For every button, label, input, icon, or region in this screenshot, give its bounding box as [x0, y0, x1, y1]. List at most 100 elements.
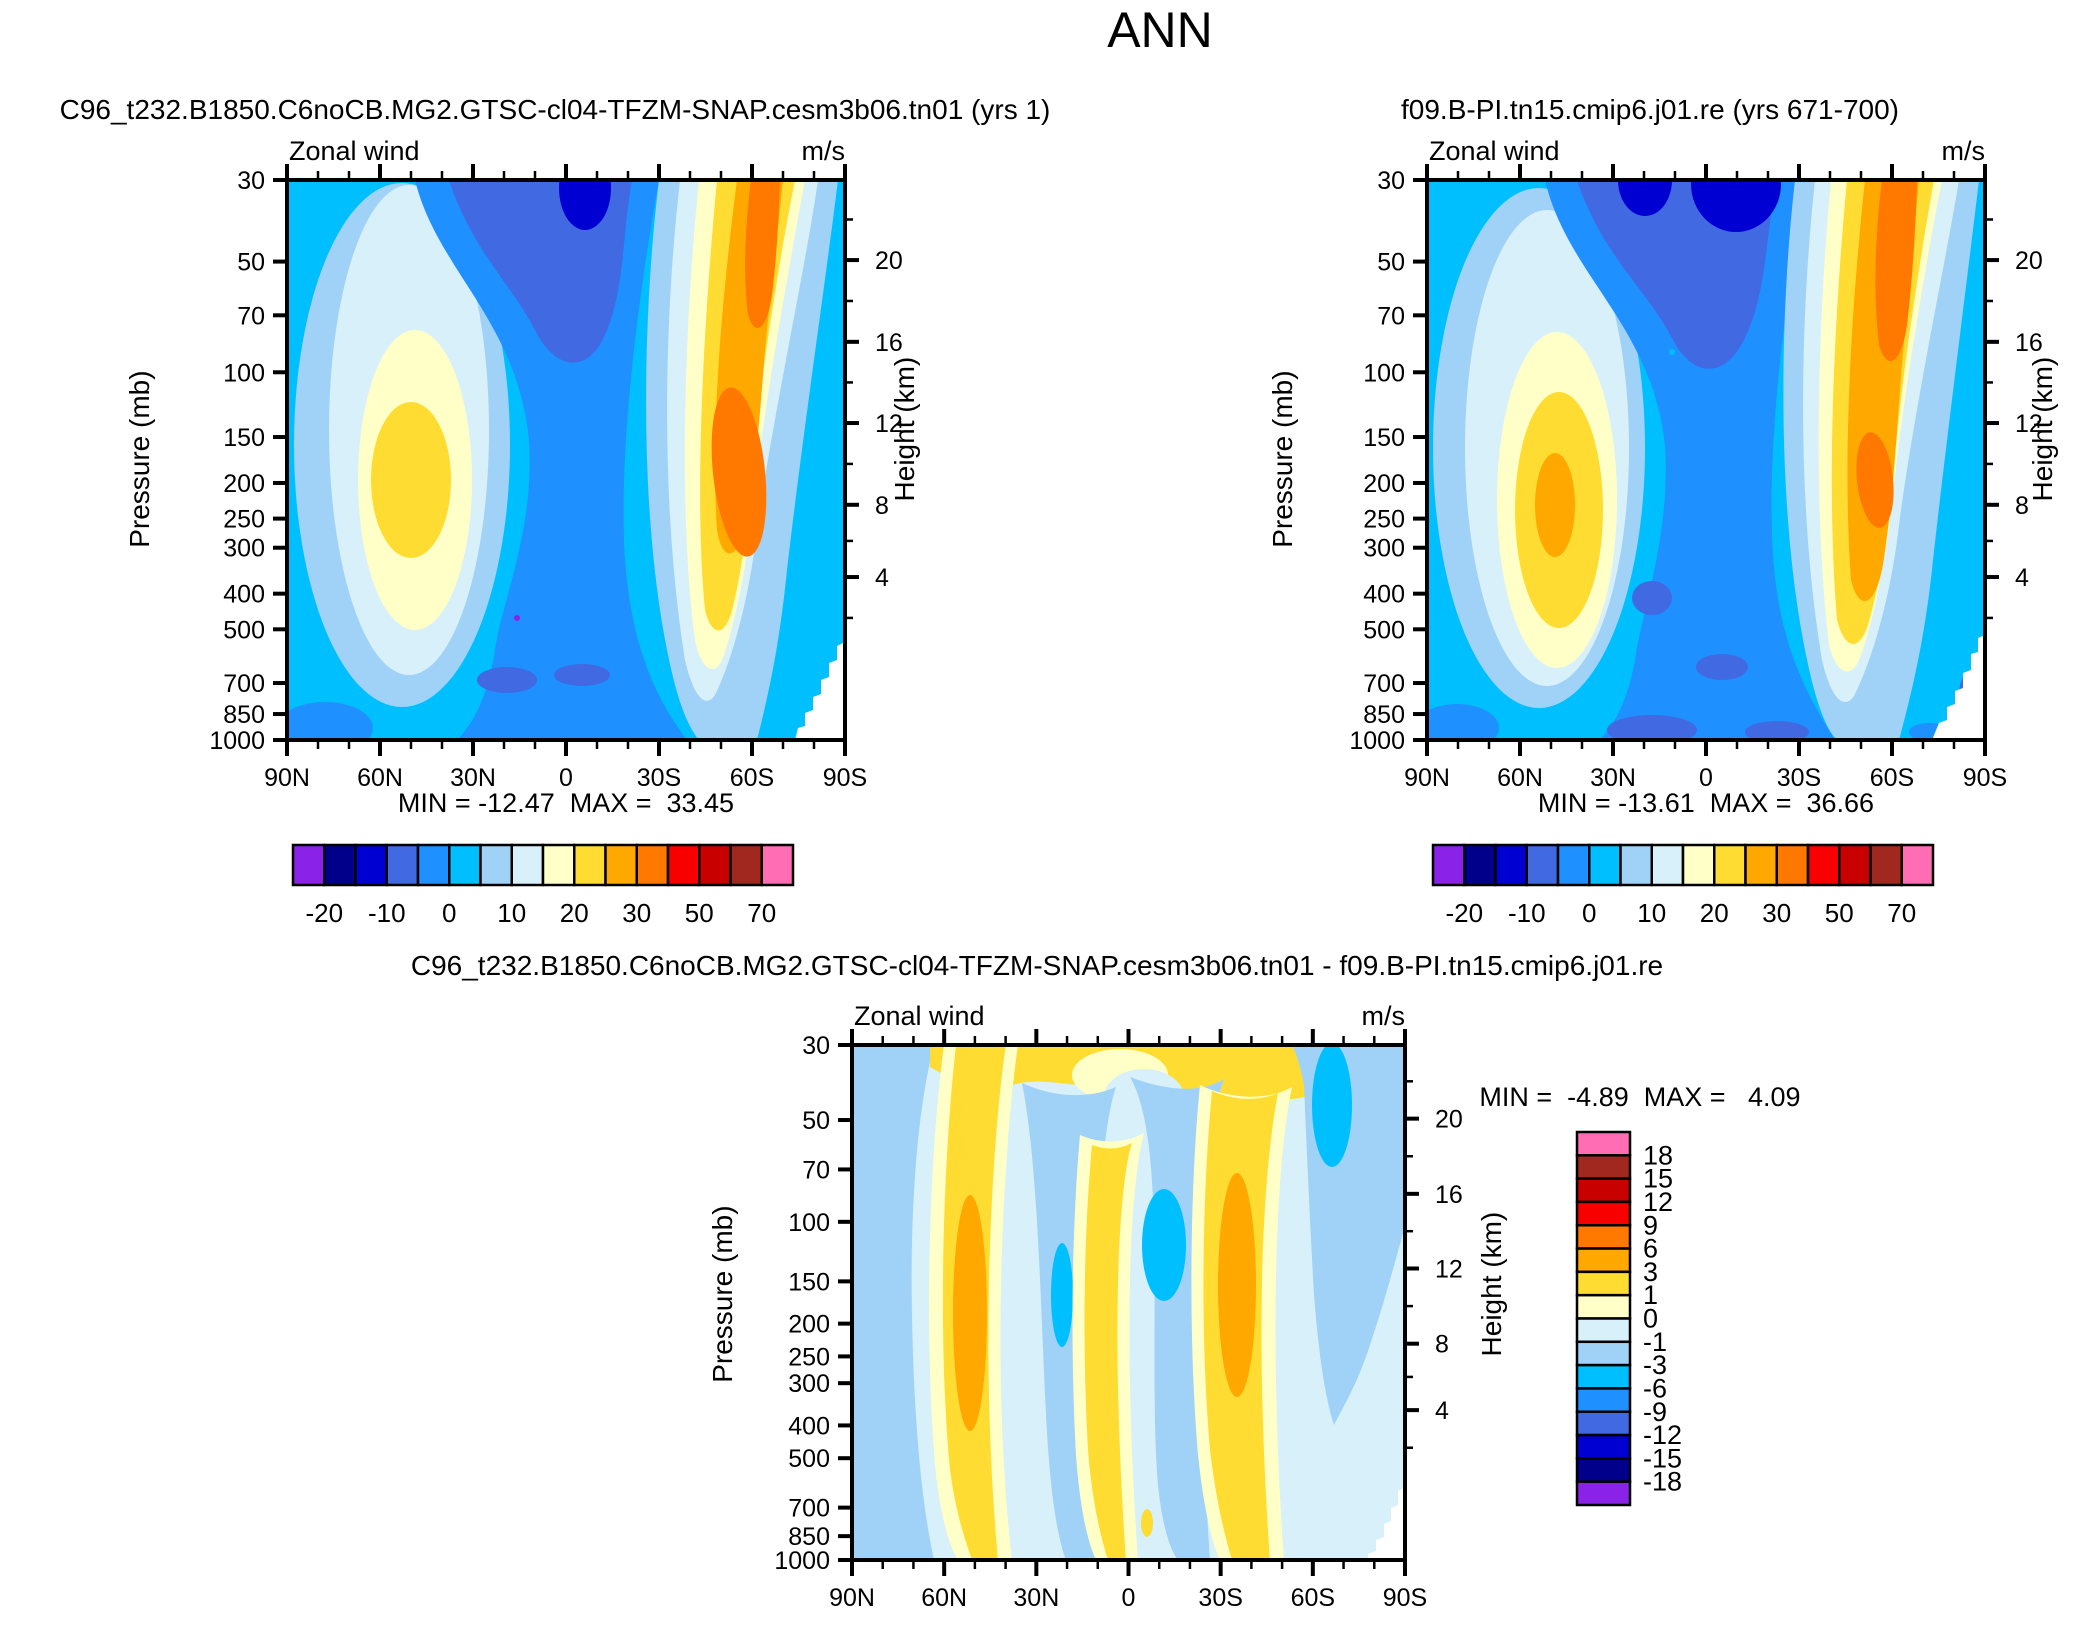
colorbar-cell: [541, 843, 576, 887]
tick-label: 0: [1582, 898, 1596, 928]
pressure-axis-label-diff: Pressure (mb): [706, 1205, 738, 1383]
tick-label: 12: [1435, 1256, 1463, 1284]
tick-label: 4: [2015, 564, 2029, 592]
tick-label: -20: [305, 898, 343, 928]
tick-label: 200: [1363, 470, 1405, 498]
tick-label: 850: [788, 1523, 830, 1551]
tick-label: 16: [1435, 1181, 1463, 1209]
colorbar-cell: [1575, 1224, 1632, 1250]
tick-label: 12: [875, 410, 903, 438]
colorbar-cell: [1575, 1387, 1632, 1413]
stats-diff: MIN = -4.89 MAX = 4.09: [1479, 1082, 1801, 1112]
tick-label: -10: [368, 898, 406, 928]
tick-label: 4: [1435, 1397, 1449, 1425]
tick-label: 12: [1643, 1187, 1673, 1217]
tick-label: 60S: [1291, 1584, 1335, 1612]
height-axis-label-left: Height (km): [888, 356, 920, 502]
tick-label: 30: [1377, 167, 1405, 195]
pressure-axis-label-right: Pressure (mb): [1266, 370, 1298, 548]
units-label-diff: m/s: [1361, 1001, 1406, 1031]
tick-label: 90S: [1963, 764, 2007, 792]
tick-label: 0: [1699, 764, 1713, 792]
tick-label: 90N: [829, 1584, 875, 1612]
colorbar-cell: [448, 843, 482, 887]
colorbar-left: -20 -10 0 10 20 30 50 70: [291, 843, 795, 928]
tick-label: -15: [1643, 1443, 1682, 1473]
colorbar-cell: [1575, 1270, 1632, 1297]
tick-label: 200: [223, 470, 265, 498]
tick-label: 500: [1363, 616, 1405, 644]
colorbar-cell: [573, 843, 607, 887]
tick-label: 60S: [730, 764, 774, 792]
tick-label: 50: [685, 898, 714, 928]
colorbar-cell: [666, 843, 701, 887]
tick-label: 1000: [209, 727, 265, 755]
tick-label: 850: [223, 701, 265, 729]
tick-label: 30S: [637, 764, 681, 792]
field-label-left: Zonal wind: [289, 136, 420, 166]
colorbar-cell: [1575, 1247, 1632, 1274]
stats-right: MIN = -13.61 MAX = 36.66: [1537, 788, 1875, 818]
colorbar-cell: [1575, 1130, 1632, 1157]
tick-label: -6: [1643, 1373, 1667, 1403]
tick-label: 1000: [774, 1547, 830, 1575]
tick-label: 200: [788, 1311, 830, 1339]
panel-title-left: C96_t232.B1850.C6noCB.MG2.GTSC-cl04-TFZM…: [59, 94, 1051, 125]
colorbar-cell: [1650, 843, 1685, 887]
tick-label: 12: [2015, 410, 2043, 438]
height-axis-label-right: Height (km): [2026, 356, 2058, 502]
colorbar-cell: [1619, 843, 1653, 887]
field-label-diff: Zonal wind: [854, 1001, 985, 1031]
tick-label: 60N: [357, 764, 403, 792]
colorbar-cell: [1463, 843, 1497, 887]
tick-label: 60S: [1870, 764, 1914, 792]
pressure-axis-label-left: Pressure (mb): [123, 370, 155, 548]
colorbar-cell: [1431, 843, 1466, 887]
colorbar-cell: [729, 843, 763, 887]
units-label-left: m/s: [801, 136, 846, 166]
tick-label: 100: [1363, 359, 1405, 387]
colorbar-cell: [1575, 1410, 1632, 1437]
tick-label: 300: [223, 535, 265, 563]
tick-label: 9: [1643, 1210, 1658, 1240]
tick-label: 0: [1122, 1584, 1136, 1612]
tick-label: 60N: [1497, 764, 1543, 792]
tick-label: 20: [560, 898, 589, 928]
colorbar-cell: [1806, 843, 1841, 887]
tick-label: -10: [1508, 898, 1546, 928]
tick-label: 850: [1363, 701, 1405, 729]
tick-label: 70: [237, 302, 265, 330]
tick-label: 30S: [1777, 764, 1821, 792]
tick-label: 400: [788, 1412, 830, 1440]
colorbar-cell: [1575, 1200, 1632, 1227]
tick-label: 100: [788, 1209, 830, 1237]
colorbar-cell: [1869, 843, 1903, 887]
tick-label: 70: [1377, 302, 1405, 330]
contour-field-left: [287, 180, 845, 740]
tick-label: 300: [788, 1370, 830, 1398]
tick-label: -1: [1643, 1327, 1667, 1357]
colorbar-cell: [604, 843, 638, 887]
tick-label: 30: [1762, 898, 1791, 928]
tick-label: 90N: [264, 764, 310, 792]
tick-label: 10: [1637, 898, 1666, 928]
tick-label: 250: [223, 506, 265, 534]
tick-label: -3: [1643, 1350, 1667, 1380]
tick-label: 90N: [1404, 764, 1450, 792]
axes-right: 90N 60N 30N 0 30S 60S 90S 30 50 70 100 150 200 250300…: [1349, 164, 2043, 792]
field-label-right: Zonal wind: [1429, 136, 1560, 166]
colorbar-cell: [1575, 1480, 1632, 1507]
tick-label: -18: [1643, 1467, 1682, 1497]
tick-label: 90S: [1383, 1584, 1427, 1612]
tick-label: 500: [223, 616, 265, 644]
tick-label: 20: [2015, 247, 2043, 275]
tick-label: 400: [1363, 581, 1405, 609]
tick-label: 400: [223, 581, 265, 609]
colorbar-right: -20 -10 0 10 20 30 50 70: [1431, 843, 1935, 928]
colorbar-cell: [1744, 843, 1778, 887]
colorbar-cell: [635, 843, 670, 887]
colorbar-cell: [1575, 1177, 1632, 1204]
